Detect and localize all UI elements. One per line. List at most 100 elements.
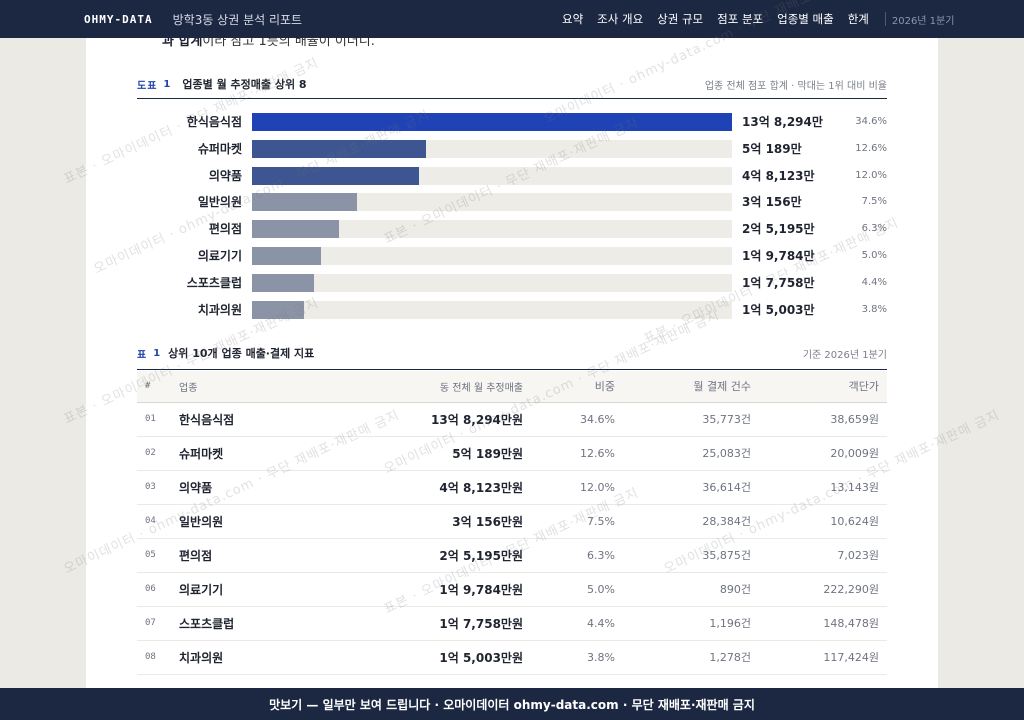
bar-category-label: 편의점 [208, 222, 242, 237]
rank-cell: 01 [137, 402, 175, 437]
rank-cell: 05 [137, 538, 175, 573]
bar-value-label: 2억 5,195만 [742, 222, 815, 237]
sample-footer-banner: 맛보기 — 일부만 보여 드립니다 · 오마이데이터 ohmy-data.com… [0, 688, 1024, 720]
bar-value-label: 1억 7,758만 [742, 275, 815, 290]
bar-track [252, 193, 732, 212]
bar-share-label: 7.5% [861, 196, 887, 208]
brand-logo[interactable]: OHMY-DATA [84, 12, 153, 26]
bar-share-label: 12.0% [855, 169, 887, 181]
bar-track [252, 139, 732, 158]
intro-rest: 이라 참고 1릇의 배율이 이더니. [202, 38, 375, 49]
nav-sales-by-industry[interactable]: 업종별 매출 [777, 12, 834, 26]
col-avg-spend: 객단가 [751, 371, 887, 403]
bar-category-label: 의약품 [208, 168, 242, 183]
bar-track [252, 273, 732, 292]
table-tag: 표 [137, 349, 148, 361]
industry-cell: 한식음식점 [175, 402, 315, 437]
bar-category-label: 스포츠클럽 [186, 275, 242, 290]
bar-row: 한식음식점 13억 8,294만 34.6% [137, 113, 887, 131]
avg-spend-cell: 10,624원 [751, 504, 887, 539]
bar-value-label: 13억 8,294만 [742, 115, 823, 129]
col-monthly-sales: 동 전체 월 추정매출 [315, 371, 523, 403]
table-caption: 표 1 상위 10개 업종 매출·결제 지표 기준 2026년 1분기 [137, 345, 887, 361]
report-title: 방학3동 상권 분석 리포트 [172, 12, 303, 27]
nav-market-size[interactable]: 상권 규모 [657, 12, 704, 26]
avg-spend-cell: 20,009원 [751, 436, 887, 471]
col-industry: 업종 [175, 371, 315, 403]
bar-mark [252, 273, 314, 292]
bar-share-label: 12.6% [855, 142, 887, 154]
bar-row: 치과의원 1억 5,003만 3.8% [137, 300, 887, 319]
bar-value-label: 1억 9,784만 [742, 249, 815, 263]
figure-rule [137, 98, 887, 99]
bar-category-label: 일반의원 [197, 195, 242, 210]
share-cell: 7.5% [523, 504, 615, 539]
rank-cell: 04 [137, 504, 175, 539]
monthly-sales-cell: 1억 9,784만원 [315, 572, 523, 607]
bar-share-label: 4.4% [861, 276, 887, 288]
bar-share-label: 34.6% [855, 116, 887, 127]
table-row: 08 치과의원 1억 5,003만원 3.8% 1,278건 117,424원 [137, 640, 887, 675]
transactions-cell: 1,196건 [615, 606, 751, 641]
top-bar: OHMY-DATA 방학3동 상권 분석 리포트 요약 조사 개요 상권 규모 … [0, 0, 1024, 38]
industry-cell: 일반의원 [175, 504, 315, 539]
bar-category-label: 의료기기 [197, 249, 242, 263]
bar-category-label: 슈퍼마켓 [197, 141, 242, 156]
table-row: 07 스포츠클럽 1억 7,758만원 4.4% 1,196건 148,478원 [137, 606, 887, 641]
table-row: 02 슈퍼마켓 5억 189만원 12.6% 25,083건 20,009원 [137, 436, 887, 471]
industry-cell: 슈퍼마켓 [175, 436, 315, 471]
nav-summary[interactable]: 요약 [562, 12, 584, 26]
monthly-sales-cell: 5억 189만원 [315, 436, 523, 471]
table-number: 1 [153, 347, 161, 359]
rank-cell: 07 [137, 606, 175, 641]
table-row: 04 일반의원 3억 156만원 7.5% 28,384건 10,624원 [137, 504, 887, 539]
intro-bold: 과 합계 [162, 38, 203, 49]
avg-spend-cell: 7,023원 [751, 538, 887, 573]
table-note: 기준 2026년 1분기 [802, 349, 887, 361]
figure-note: 업종 전체 점포 합계 · 막대는 1위 대비 비율 [704, 80, 887, 92]
bar-row: 슈퍼마켓 5억 189만 12.6% [137, 139, 887, 158]
bar-row: 의약품 4억 8,123만 12.0% [137, 166, 887, 185]
bar-share-label: 5.0% [861, 250, 887, 261]
col-share: 비중 [523, 371, 615, 403]
bar-share-label: 3.8% [861, 303, 887, 315]
transactions-cell: 1,278건 [615, 640, 751, 675]
transactions-cell: 25,083건 [615, 436, 751, 471]
bar-track [252, 247, 732, 265]
bar-row: 스포츠클럽 1억 7,758만 4.4% [137, 273, 887, 292]
industry-cell: 편의점 [175, 538, 315, 573]
bar-value-label: 1억 5,003만 [742, 302, 815, 317]
share-cell: 34.6% [523, 402, 615, 437]
nav-divider [884, 12, 886, 26]
avg-spend-cell: 148,478원 [751, 606, 887, 641]
table-title: 상위 10개 업종 매출·결제 지표 [168, 347, 315, 360]
bar-share-label: 6.3% [861, 223, 887, 235]
figure-tag: 도표 [137, 80, 158, 92]
rank-cell: 02 [137, 436, 175, 471]
period-label: 2026년 1분기 [891, 15, 955, 27]
bar-value-label: 4억 8,123만 [742, 168, 815, 183]
bar-track [252, 166, 732, 185]
share-cell: 12.0% [523, 470, 615, 505]
industry-cell: 치과의원 [175, 640, 315, 675]
col-rank: # [137, 371, 175, 403]
industry-cell: 의료기기 [175, 572, 315, 607]
avg-spend-cell: 222,290원 [751, 572, 887, 607]
nav-survey-overview[interactable]: 조사 개요 [597, 12, 644, 26]
monthly-sales-cell: 1억 7,758만원 [315, 606, 523, 641]
table-rule [137, 369, 887, 370]
nav-limitations[interactable]: 한계 [847, 12, 869, 26]
report-sheet: 과 합계이라 참고 1릇의 배율이 이더니. 도표 1 업종별 월 추정매출 상… [86, 38, 938, 688]
figure-title: 업종별 월 추정매출 상위 8 [182, 78, 307, 91]
bar-mark [252, 220, 340, 239]
bar-mark [252, 166, 420, 185]
avg-spend-cell: 117,424원 [751, 640, 887, 675]
industry-cell: 스포츠클럽 [175, 606, 315, 641]
table-row: 03 의약품 4억 8,123만원 12.0% 36,614건 13,143원 [137, 470, 887, 505]
share-cell: 6.3% [523, 538, 615, 573]
nav-store-distribution[interactable]: 점포 분포 [717, 12, 764, 26]
share-cell: 12.6% [523, 436, 615, 471]
rank-cell: 06 [137, 572, 175, 607]
rank-cell: 03 [137, 470, 175, 505]
table-row: 06 의료기기 1억 9,784만원 5.0% 890건 222,290원 [137, 572, 887, 607]
